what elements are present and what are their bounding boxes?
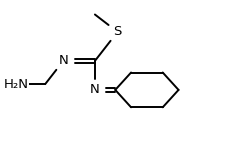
Text: N: N (90, 83, 99, 96)
Text: N: N (58, 54, 68, 67)
Text: S: S (113, 25, 121, 38)
Text: H₂N: H₂N (3, 78, 28, 91)
